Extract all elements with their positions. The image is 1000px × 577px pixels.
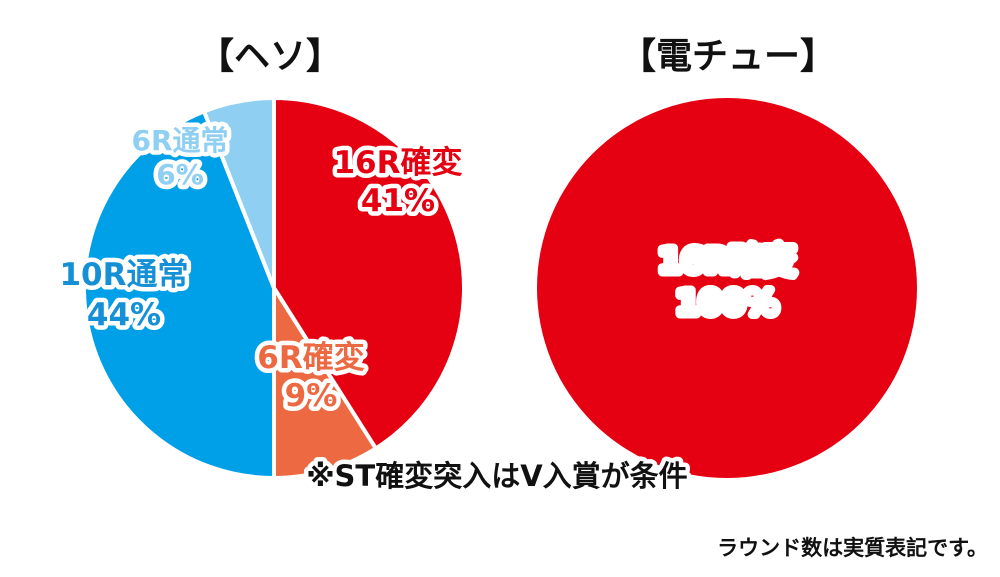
slice-label-0-0: 16R確変 xyxy=(333,145,462,181)
slice-label-0-3: 6R通常 xyxy=(131,124,228,157)
pie-denchu xyxy=(537,98,917,478)
pie-slice-0-1 xyxy=(272,286,378,480)
slice-value-0-0: 41% xyxy=(361,183,435,219)
pie-slice-1-0 xyxy=(537,98,917,478)
st-condition-note: ※ST確変突入はV入賞が条件 xyxy=(306,459,687,493)
chart-title-heso: 【ヘソ】 xyxy=(198,36,342,77)
round-count-note: ラウンド数は実質表記です。 xyxy=(717,536,988,560)
slice-label-0-2: 10R通常 xyxy=(59,257,188,293)
slice-value-1-0: 100% xyxy=(676,283,778,322)
chart-title-denchu: 【電チュー】 xyxy=(620,36,836,77)
slice-value-0-2: 44% xyxy=(87,297,161,333)
pie-heso xyxy=(82,96,466,480)
slice-value-0-3: 6% xyxy=(156,158,204,191)
slice-value-0-1: 9% xyxy=(285,378,338,414)
slice-label-1-0: 16R確変 xyxy=(658,241,795,280)
pie-slice-0-2 xyxy=(82,109,276,480)
pie-slice-0-3 xyxy=(202,96,276,290)
slice-label-0-1: 6R確変 xyxy=(257,340,364,376)
